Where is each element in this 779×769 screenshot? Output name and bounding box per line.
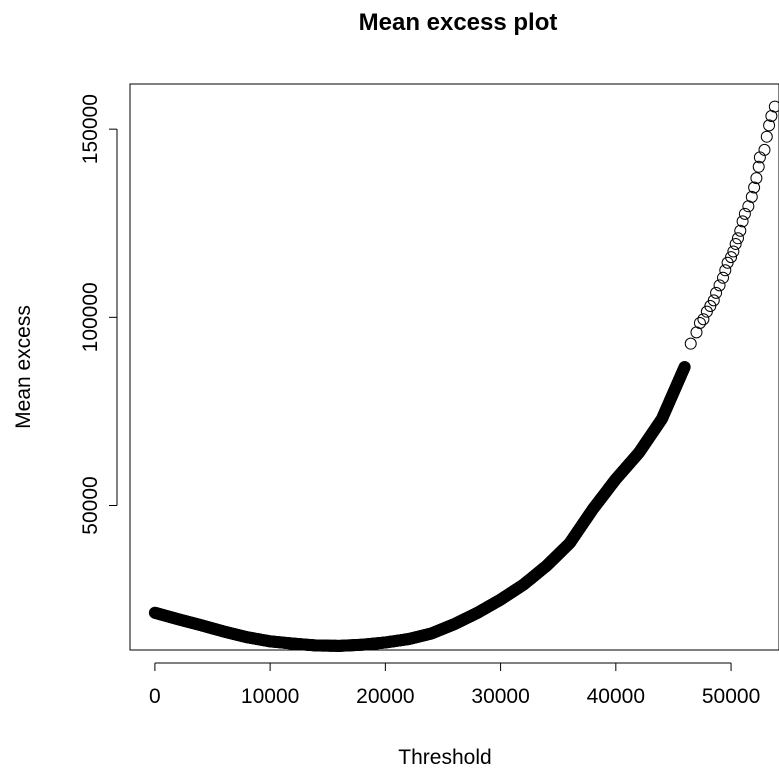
y-tick-label: 150000 xyxy=(79,94,102,164)
x-tick-label: 30000 xyxy=(471,685,529,708)
data-point xyxy=(738,207,751,220)
data-point xyxy=(731,232,744,245)
data-points xyxy=(148,100,779,652)
y-tick-label: 50000 xyxy=(79,476,102,534)
data-point xyxy=(758,143,771,156)
data-point xyxy=(736,215,749,228)
data-point xyxy=(700,305,713,318)
data-point xyxy=(760,130,773,143)
data-point xyxy=(697,313,710,326)
y-axis: 50000 100000 150000 xyxy=(79,94,118,535)
data-point xyxy=(734,224,747,237)
data-point xyxy=(707,294,720,307)
x-axis: 0 10000 20000 30000 40000 50000 xyxy=(149,662,760,708)
data-point xyxy=(768,100,779,113)
data-point xyxy=(684,337,697,350)
data-point xyxy=(710,286,723,299)
data-point xyxy=(763,119,776,132)
data-point xyxy=(729,237,742,250)
data-point xyxy=(727,245,740,258)
data-point xyxy=(719,264,732,277)
data-point xyxy=(678,360,691,373)
data-point xyxy=(721,256,734,269)
x-tick-label: 10000 xyxy=(241,685,299,708)
x-tick-label: 50000 xyxy=(702,685,760,708)
data-point xyxy=(717,271,729,284)
x-tick-label: 0 xyxy=(149,685,161,708)
chart-title: Mean excess plot xyxy=(359,9,558,36)
data-point xyxy=(693,316,706,329)
x-axis-label: Threshold xyxy=(398,746,491,769)
data-point xyxy=(713,279,726,292)
x-tick-label: 20000 xyxy=(356,685,414,708)
data-point xyxy=(748,181,761,194)
data-point xyxy=(752,160,765,173)
data-point xyxy=(750,172,763,185)
plot-frame xyxy=(129,83,779,651)
y-axis-label: Mean excess xyxy=(12,305,35,429)
y-tick-label: 100000 xyxy=(79,282,102,352)
x-tick-label: 40000 xyxy=(587,685,645,708)
data-point xyxy=(745,190,758,203)
data-point xyxy=(725,251,738,264)
